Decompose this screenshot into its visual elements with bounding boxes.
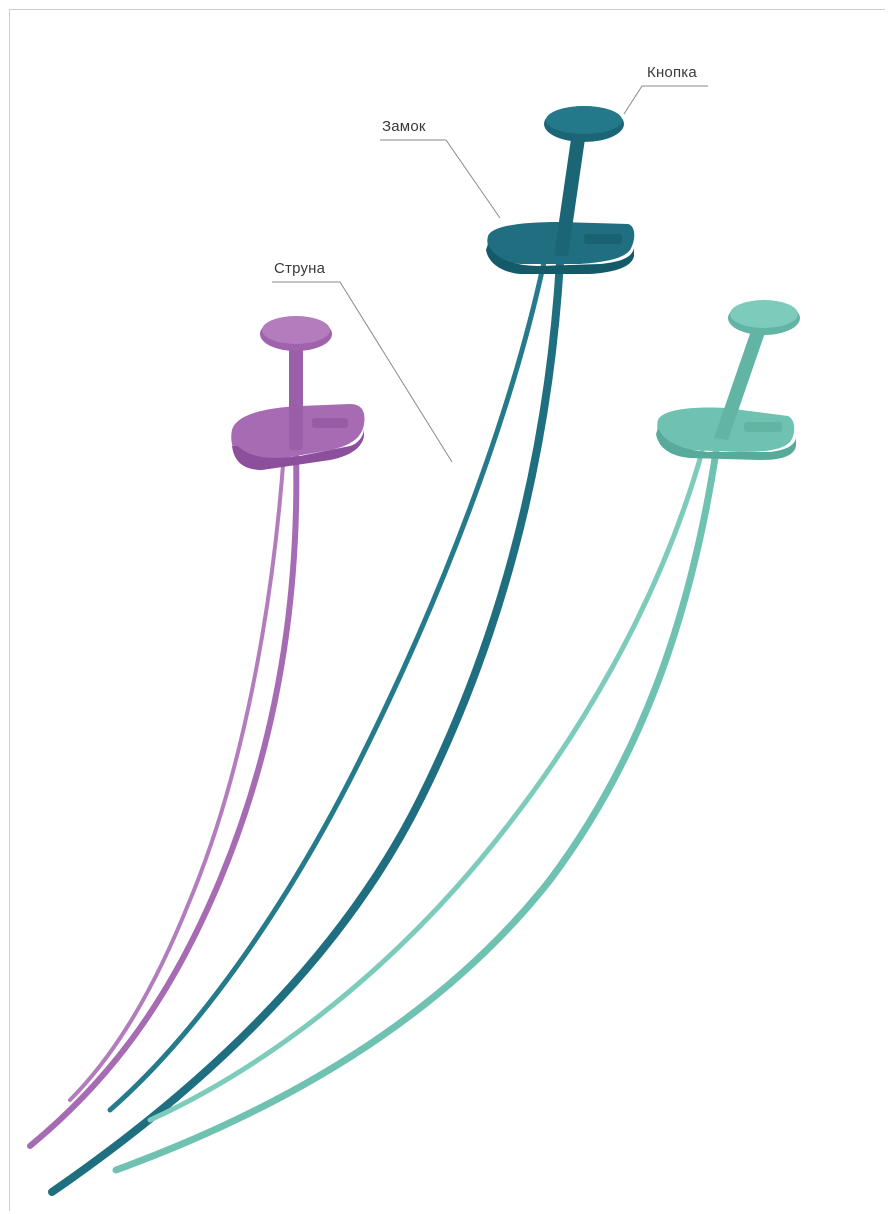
teal-string-inner	[107, 259, 547, 1113]
teal-seal	[48, 106, 635, 1196]
purple-stem	[289, 340, 303, 450]
mint-string-outer	[112, 448, 720, 1174]
purple-lock-plate-edge	[232, 428, 364, 470]
purple-string-outer	[27, 449, 300, 1149]
string-callout-label: Струна	[274, 260, 326, 277]
mint-lock-plate-edge	[656, 428, 796, 460]
mint-seal	[112, 300, 800, 1174]
purple-seal	[27, 316, 365, 1149]
string-leader-line	[272, 281, 453, 463]
image-frame	[9, 9, 885, 1211]
teal-string-outer	[48, 258, 564, 1196]
purple-string-inner	[68, 450, 286, 1102]
button-callout-label: Кнопка	[647, 64, 697, 81]
callout-lines	[272, 85, 708, 463]
teal-lock-plate-edge	[486, 244, 634, 274]
button-leader-line	[623, 85, 708, 115]
teal-stem	[554, 132, 586, 256]
lock-callout-label: Замок	[382, 118, 426, 135]
mint-stem	[714, 328, 766, 440]
lock-leader-line	[380, 139, 501, 219]
mint-string-inner	[147, 449, 705, 1123]
